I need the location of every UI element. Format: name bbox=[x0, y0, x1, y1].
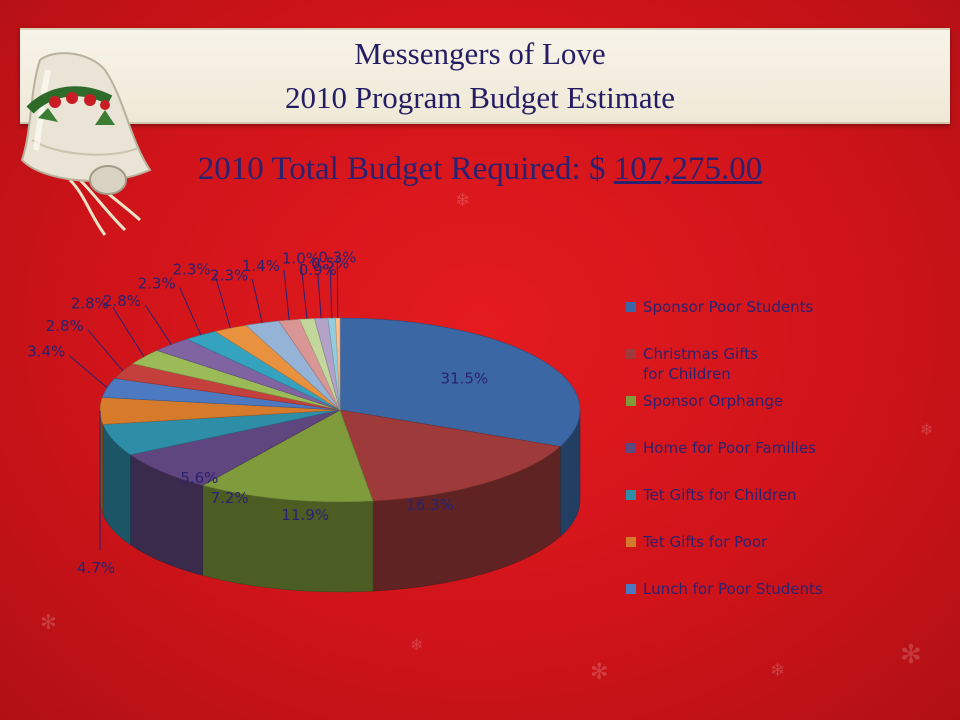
pie-slice bbox=[129, 409, 341, 486]
snowflake-icon: ✻ bbox=[900, 640, 922, 670]
legend-swatch bbox=[626, 490, 636, 500]
total-budget-line: 2010 Total Budget Required: $ 107,275.00 bbox=[0, 151, 960, 188]
slice-value-label: 3.4% bbox=[27, 343, 65, 361]
slice-value-label: 0.5% bbox=[311, 255, 349, 273]
leader-line bbox=[144, 304, 172, 345]
page-title-line1: Messengers of Love bbox=[354, 36, 606, 71]
leader-line bbox=[300, 262, 308, 319]
legend-label: Tet Gifts for Children bbox=[642, 486, 797, 504]
leader-line bbox=[317, 273, 322, 319]
pie-leader-lines bbox=[68, 261, 339, 550]
slice-value-label: 31.5% bbox=[441, 370, 489, 388]
slice-value-label: 1.4% bbox=[242, 257, 280, 275]
total-budget-label: 2010 Total Budget Required: bbox=[197, 151, 581, 187]
slice-value-label: 2.3% bbox=[138, 275, 176, 293]
pie-data-labels: 31.5%16.3%11.9%7.2%5.6%4.7%3.4%2.8%2.8%2… bbox=[27, 248, 488, 577]
leader-line bbox=[87, 329, 124, 372]
legend-label: Sponsor Poor Students bbox=[643, 298, 814, 316]
slice-value-label: 2.3% bbox=[173, 260, 211, 278]
pie-slice bbox=[201, 409, 374, 503]
snowflake-icon: ❄ bbox=[455, 190, 471, 211]
legend-swatch bbox=[626, 302, 636, 312]
slice-value-label: 0.9% bbox=[299, 261, 337, 279]
christmas-bell-icon bbox=[20, 52, 152, 236]
slice-value-label: 4.7% bbox=[77, 559, 115, 577]
leader-line bbox=[251, 279, 263, 324]
legend-swatch bbox=[626, 349, 636, 359]
legend-swatch bbox=[626, 537, 636, 547]
pie-slice bbox=[339, 409, 561, 502]
leader-line bbox=[283, 269, 290, 321]
legend-label: Tet Gifts for Poor bbox=[642, 533, 768, 551]
leader-line bbox=[68, 355, 108, 389]
snowflake-icon: ❄ bbox=[410, 635, 424, 654]
currency-symbol: $ bbox=[588, 151, 606, 187]
leader-line bbox=[329, 267, 333, 319]
snowflake-icon: ✻ bbox=[590, 660, 609, 685]
leader-line bbox=[179, 287, 202, 336]
legend-swatch bbox=[626, 443, 636, 453]
slice-value-label: 2.8% bbox=[71, 294, 109, 312]
pie-slice bbox=[339, 317, 581, 447]
pie-top-layer bbox=[99, 317, 581, 503]
legend-swatch bbox=[626, 584, 636, 594]
legend-label: Sponsor Orphange bbox=[643, 392, 783, 410]
slice-value-label: 2.8% bbox=[103, 292, 141, 310]
leader-line bbox=[214, 273, 231, 329]
legend-label: Home for Poor Families bbox=[643, 439, 816, 457]
slice-value-label: 5.6% bbox=[180, 469, 218, 487]
chart-legend: Sponsor Poor Students Christmas Gifts for … bbox=[626, 298, 823, 598]
snowflake-icon: ❄ bbox=[770, 660, 786, 681]
slice-value-label: 2.8% bbox=[46, 317, 84, 335]
legend-label: Christmas Gifts for Children bbox=[643, 345, 758, 383]
slice-value-label: 11.9% bbox=[281, 506, 329, 524]
total-budget-amount: 107,275.00 bbox=[613, 151, 763, 187]
slice-value-label: 1.0% bbox=[282, 249, 320, 267]
banner-edge bbox=[20, 28, 950, 124]
title-banner bbox=[20, 28, 950, 124]
pie-side-layer bbox=[99, 409, 581, 593]
legend-swatch bbox=[626, 396, 636, 406]
legend-label: Lunch for Poor Students bbox=[643, 580, 823, 598]
slice-value-label: 2.3% bbox=[210, 266, 248, 284]
slice-value-label: 0.3% bbox=[318, 248, 356, 266]
leader-line bbox=[112, 307, 145, 358]
page-title-line2: 2010 Program Budget Estimate bbox=[284, 80, 676, 115]
snowflake-icon: ❄ bbox=[920, 420, 934, 439]
slice-value-label: 16.3% bbox=[406, 496, 454, 514]
slice-value-label: 7.2% bbox=[211, 489, 249, 507]
snowflake-icon: ✻ bbox=[40, 610, 57, 634]
